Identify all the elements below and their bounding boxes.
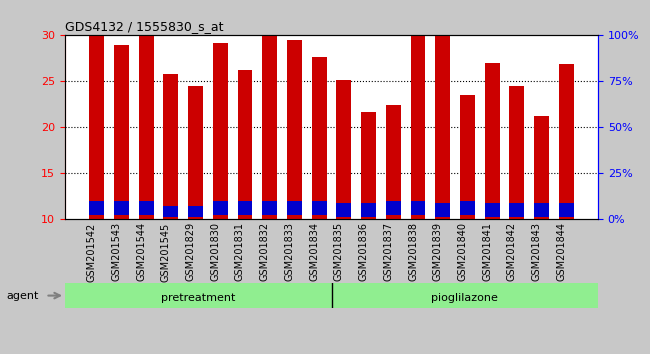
Bar [188, 86, 203, 219]
Bar [114, 45, 129, 219]
Bar [436, 35, 450, 219]
Bar [485, 203, 500, 217]
Text: pretreatment: pretreatment [161, 293, 235, 303]
Bar [263, 201, 277, 215]
Bar [485, 63, 500, 219]
Bar [89, 35, 104, 219]
Bar [460, 95, 475, 219]
Bar [312, 201, 326, 215]
Bar [559, 64, 574, 219]
Bar [361, 112, 376, 219]
Bar [332, 283, 598, 308]
Bar [460, 201, 475, 215]
Bar [138, 201, 153, 215]
Bar [510, 203, 525, 217]
Bar [138, 0, 153, 219]
Bar [213, 43, 228, 219]
Bar [534, 203, 549, 217]
Text: GDS4132 / 1555830_s_at: GDS4132 / 1555830_s_at [65, 20, 224, 33]
Bar [436, 203, 450, 217]
Bar [114, 201, 129, 215]
Bar [559, 203, 574, 217]
Bar [411, 201, 426, 215]
Bar [510, 86, 525, 219]
Bar [237, 70, 252, 219]
Bar [163, 206, 178, 217]
Bar [287, 40, 302, 219]
Bar [213, 201, 228, 215]
Bar [411, 36, 426, 219]
Bar [65, 283, 332, 308]
Bar [287, 201, 302, 215]
Bar [534, 116, 549, 219]
Text: agent: agent [6, 291, 39, 301]
Bar [89, 201, 104, 215]
Bar [337, 80, 351, 219]
Bar [361, 203, 376, 217]
Bar [163, 74, 178, 219]
Bar [263, 18, 277, 219]
Bar [188, 206, 203, 217]
Bar [337, 203, 351, 217]
Bar [312, 57, 326, 219]
Bar [237, 201, 252, 215]
Text: pioglilazone: pioglilazone [432, 293, 498, 303]
Bar [386, 105, 400, 219]
Bar [386, 201, 400, 215]
